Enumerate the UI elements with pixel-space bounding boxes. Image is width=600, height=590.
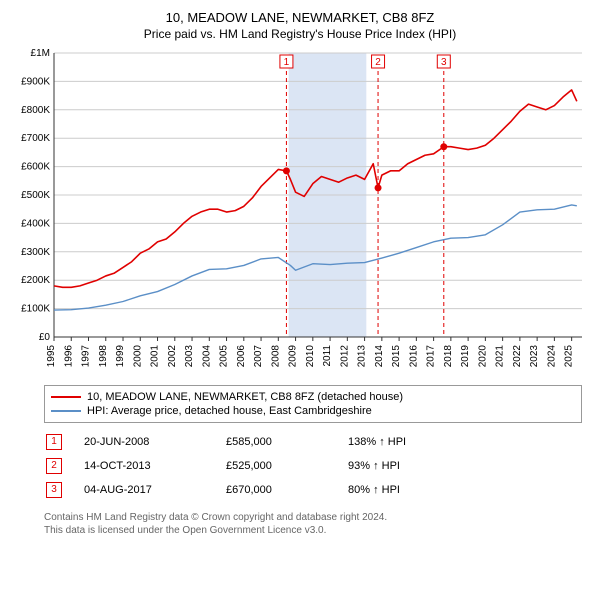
svg-text:2013: 2013	[357, 345, 368, 368]
chart-title: 10, MEADOW LANE, NEWMARKET, CB8 8FZ	[0, 0, 600, 25]
svg-text:1999: 1999	[115, 345, 126, 368]
svg-text:2004: 2004	[201, 345, 212, 368]
svg-text:£500K: £500K	[21, 190, 50, 201]
sale-price: £670,000	[226, 479, 346, 501]
svg-text:2014: 2014	[374, 345, 385, 368]
footer-attribution: Contains HM Land Registry data © Crown c…	[44, 511, 582, 537]
svg-text:£400K: £400K	[21, 218, 50, 229]
svg-text:2025: 2025	[564, 345, 575, 368]
svg-text:2012: 2012	[339, 345, 350, 368]
sale-price: £585,000	[226, 431, 346, 453]
footer-line1: Contains HM Land Registry data © Crown c…	[44, 511, 582, 524]
svg-text:£200K: £200K	[21, 275, 50, 286]
svg-text:2023: 2023	[529, 345, 540, 368]
svg-text:£1M: £1M	[31, 48, 50, 59]
svg-text:2000: 2000	[132, 345, 143, 368]
sale-pct: 138% ↑ HPI	[348, 431, 488, 453]
svg-text:1995: 1995	[46, 345, 57, 368]
sale-marker-number: 1	[46, 434, 62, 450]
sale-row: 214-OCT-2013£525,00093% ↑ HPI	[46, 455, 488, 477]
sales-table: 120-JUN-2008£585,000138% ↑ HPI214-OCT-20…	[44, 429, 490, 503]
sale-marker-number: 3	[46, 482, 62, 498]
svg-text:2008: 2008	[270, 345, 281, 368]
sale-row: 120-JUN-2008£585,000138% ↑ HPI	[46, 431, 488, 453]
footer-line2: This data is licensed under the Open Gov…	[44, 524, 582, 537]
svg-text:1998: 1998	[98, 345, 109, 368]
price-chart: £0 £100K £200K £300K £400K £500K £600K £700K £80…	[10, 47, 590, 377]
svg-text:2020: 2020	[477, 345, 488, 368]
sale-marker-number: 2	[46, 458, 62, 474]
svg-text:£300K: £300K	[21, 247, 50, 258]
svg-text:2010: 2010	[305, 345, 316, 368]
svg-text:2001: 2001	[150, 345, 161, 368]
sale-row: 304-AUG-2017£670,00080% ↑ HPI	[46, 479, 488, 501]
svg-text:£700K: £700K	[21, 133, 50, 144]
legend-swatch	[51, 396, 81, 398]
svg-text:2: 2	[375, 57, 381, 68]
legend-label: HPI: Average price, detached house, East…	[87, 405, 372, 417]
sale-date: 20-JUN-2008	[64, 431, 224, 453]
svg-text:2002: 2002	[167, 345, 178, 368]
svg-text:1996: 1996	[63, 345, 74, 368]
legend-item: 10, MEADOW LANE, NEWMARKET, CB8 8FZ (det…	[51, 390, 575, 404]
chart-subtitle: Price paid vs. HM Land Registry's House …	[0, 25, 600, 47]
sale-pct: 93% ↑ HPI	[348, 455, 488, 477]
svg-text:£800K: £800K	[21, 105, 50, 116]
legend-swatch	[51, 410, 81, 412]
svg-text:1997: 1997	[81, 345, 92, 368]
svg-text:2009: 2009	[288, 345, 299, 368]
legend-item: HPI: Average price, detached house, East…	[51, 404, 575, 418]
svg-text:1: 1	[284, 57, 290, 68]
svg-text:2003: 2003	[184, 345, 195, 368]
svg-text:3: 3	[441, 57, 447, 68]
sale-pct: 80% ↑ HPI	[348, 479, 488, 501]
svg-text:2007: 2007	[253, 345, 264, 368]
svg-text:2018: 2018	[443, 345, 454, 368]
svg-text:£600K: £600K	[21, 162, 50, 173]
svg-text:2006: 2006	[236, 345, 247, 368]
sale-price: £525,000	[226, 455, 346, 477]
svg-text:£0: £0	[39, 332, 51, 343]
svg-text:2005: 2005	[219, 345, 230, 368]
chart-svg: £0 £100K £200K £300K £400K £500K £600K £700K £80…	[10, 47, 590, 377]
legend-label: 10, MEADOW LANE, NEWMARKET, CB8 8FZ (det…	[87, 391, 403, 403]
svg-text:2024: 2024	[546, 345, 557, 368]
svg-text:2019: 2019	[460, 345, 471, 368]
svg-text:£900K: £900K	[21, 76, 50, 87]
svg-text:2022: 2022	[512, 345, 523, 368]
svg-text:£100K: £100K	[21, 304, 50, 315]
svg-text:2015: 2015	[391, 345, 402, 368]
svg-text:2017: 2017	[426, 345, 437, 368]
svg-text:2011: 2011	[322, 345, 333, 367]
sale-date: 14-OCT-2013	[64, 455, 224, 477]
svg-text:2021: 2021	[495, 345, 506, 368]
sale-date: 04-AUG-2017	[64, 479, 224, 501]
legend: 10, MEADOW LANE, NEWMARKET, CB8 8FZ (det…	[44, 385, 582, 423]
svg-text:2016: 2016	[408, 345, 419, 368]
